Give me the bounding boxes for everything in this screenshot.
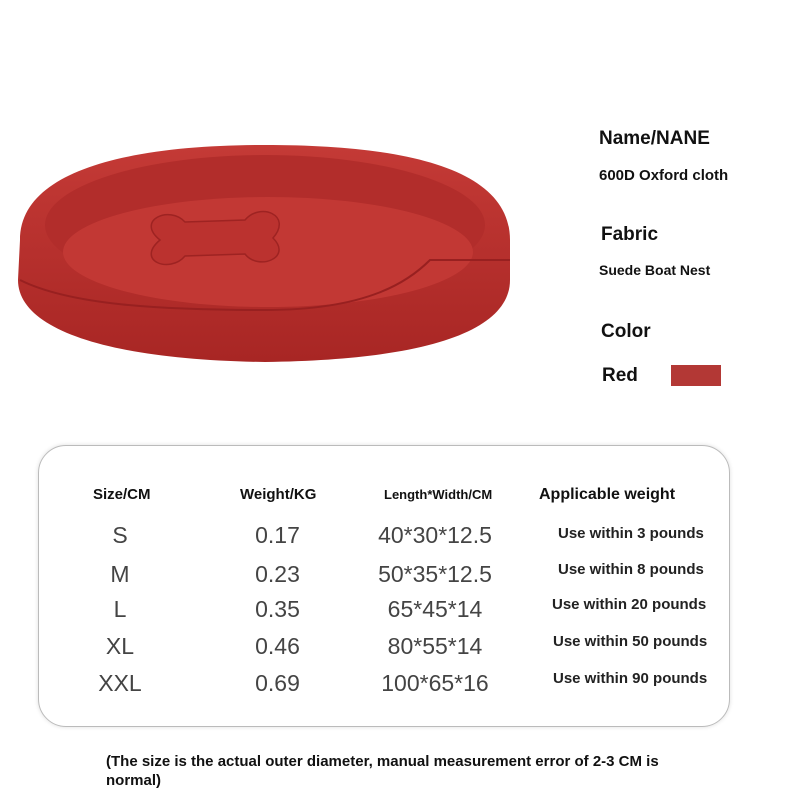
row-applicable-weight: Use within 3 pounds — [558, 525, 704, 542]
fabric-value: Suede Boat Nest — [599, 262, 711, 278]
row-weight: 0.17 — [255, 522, 300, 548]
row-applicable-weight: Use within 50 pounds — [553, 633, 708, 650]
header-dimensions: Length*Width/CM — [384, 487, 493, 502]
row-size: M — [110, 561, 130, 587]
row-weight: 0.23 — [255, 561, 300, 587]
name-label: Name/NANE — [599, 128, 710, 149]
measurement-note: (The size is the actual outer diameter, … — [106, 753, 659, 789]
row-dimensions: 40*30*12.5 — [378, 522, 492, 548]
row-weight: 0.46 — [255, 633, 300, 659]
row-applicable-weight: Use within 8 pounds — [558, 561, 704, 578]
row-size: S — [112, 522, 128, 548]
header-weight: Weight/KG — [240, 486, 317, 503]
row-dimensions: 100*65*16 — [381, 670, 489, 696]
row-dimensions: 80*55*14 — [387, 633, 483, 659]
row-applicable-weight: Use within 90 pounds — [553, 670, 708, 687]
row-applicable-weight: Use within 20 pounds — [552, 596, 707, 613]
name-value: 600D Oxford cloth — [599, 167, 729, 184]
color-label: Color — [601, 321, 651, 342]
row-size: L — [113, 596, 127, 622]
header-size: Size/CM — [93, 486, 151, 503]
row-dimensions: 50*35*12.5 — [378, 561, 492, 587]
color-value: Red — [602, 365, 638, 386]
size-table — [38, 445, 730, 727]
row-size: XXL — [98, 670, 142, 696]
row-weight: 0.69 — [255, 670, 300, 696]
row-weight: 0.35 — [255, 596, 300, 622]
row-dimensions: 65*45*14 — [387, 596, 483, 622]
pet-bed-image — [18, 145, 510, 362]
row-size: XL — [105, 633, 135, 659]
header-applicable-weight: Applicable weight — [539, 486, 676, 503]
color-swatch — [671, 365, 721, 386]
fabric-label: Fabric — [601, 224, 659, 245]
